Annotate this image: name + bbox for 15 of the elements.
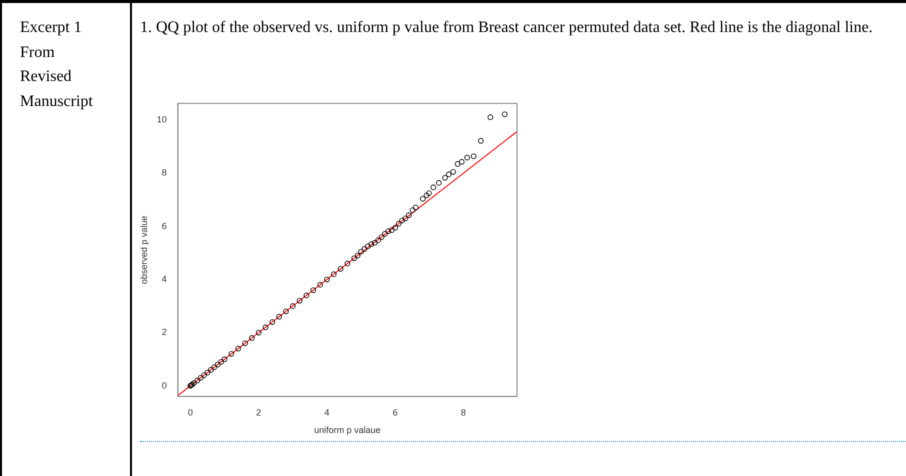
- text: Excerpt 1 From Revised Manuscript: [20, 18, 94, 112]
- y-axis-title: observed p value: [138, 216, 149, 284]
- y-tick-label: 10: [156, 114, 167, 125]
- x-tick-label: 8: [460, 407, 466, 418]
- y-tick-label: 6: [162, 220, 167, 231]
- y-tick-label: 0: [162, 380, 167, 390]
- x-tick-label: 6: [392, 407, 398, 418]
- x-tick-label: 0: [188, 407, 193, 418]
- y-tick-label: 2: [162, 327, 167, 338]
- x-axis-title: uniform p valaue: [314, 425, 381, 436]
- x-tick-label: 2: [256, 407, 262, 418]
- y-tick-label: 4: [162, 274, 167, 284]
- y-tick-label: 8: [162, 168, 167, 178]
- x-tick-label: 4: [324, 407, 330, 418]
- chart-title: 1. QQ plot of the observed vs. uniform p value from Breast cancer permuted data set. Red line is the diagonal line.: [140, 18, 874, 38]
